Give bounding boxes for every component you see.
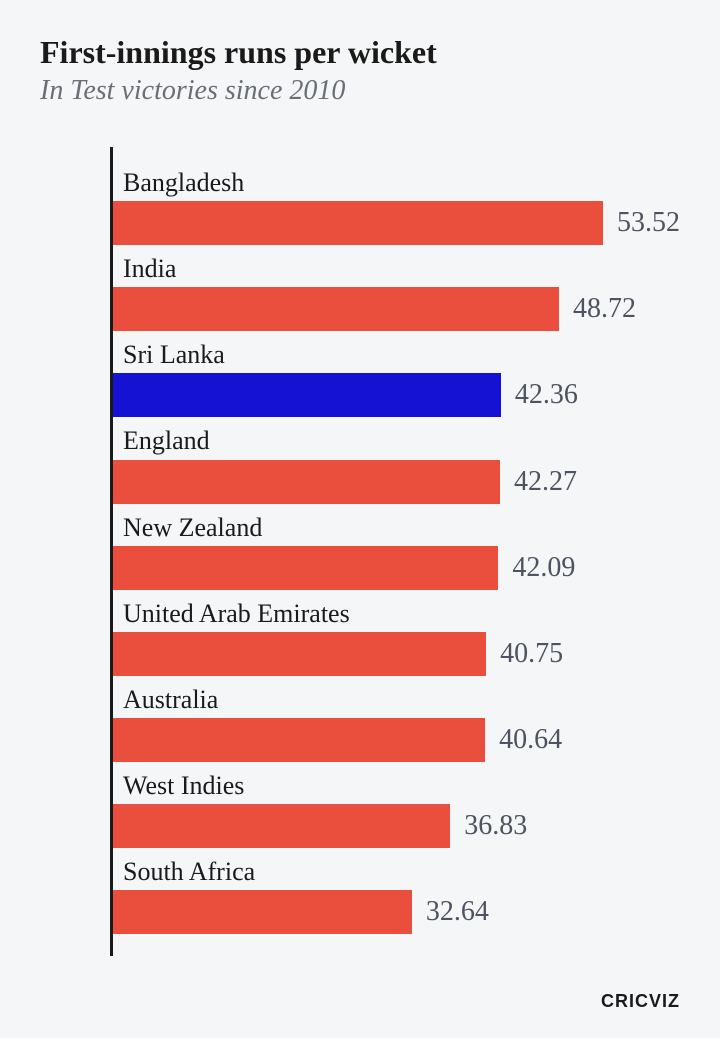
bar bbox=[113, 201, 603, 245]
bar bbox=[113, 546, 498, 590]
bar bbox=[113, 460, 500, 504]
bar-value: 40.64 bbox=[485, 724, 562, 756]
bar-label: New Zealand bbox=[113, 508, 680, 546]
bar bbox=[113, 804, 450, 848]
bar bbox=[113, 718, 485, 762]
bar-value: 40.75 bbox=[486, 638, 563, 670]
chart-title: First-innings runs per wicket bbox=[40, 34, 680, 71]
bar-value: 42.36 bbox=[501, 379, 578, 411]
bar-line: 53.52 bbox=[113, 201, 680, 245]
bar-row: Sri Lanka 42.36 bbox=[113, 335, 680, 417]
source-label: CRICVIZ bbox=[601, 991, 680, 1012]
bar-value: 32.64 bbox=[412, 896, 489, 928]
chart-subtitle: In Test victories since 2010 bbox=[40, 75, 680, 107]
bar-line: 42.36 bbox=[113, 373, 680, 417]
bar-value: 36.83 bbox=[450, 810, 527, 842]
bar-label: England bbox=[113, 421, 680, 459]
bar-row: United Arab Emirates 40.75 bbox=[113, 594, 680, 676]
bar-row: England 42.27 bbox=[113, 421, 680, 503]
bar-value: 42.27 bbox=[500, 466, 577, 498]
bar-row: West Indies 36.83 bbox=[113, 766, 680, 848]
bar-row: New Zealand 42.09 bbox=[113, 508, 680, 590]
bar-value: 48.72 bbox=[559, 293, 636, 325]
bar-row: Bangladesh 53.52 bbox=[113, 163, 680, 245]
bar bbox=[113, 373, 501, 417]
bar-line: 36.83 bbox=[113, 804, 680, 848]
bar-chart: Bangladesh 53.52 India 48.72 Sri Lanka 42.36 E… bbox=[110, 147, 680, 957]
bar-label: Sri Lanka bbox=[113, 335, 680, 373]
bar-line: 40.64 bbox=[113, 718, 680, 762]
bar-row: South Africa 32.64 bbox=[113, 852, 680, 934]
bar-line: 42.09 bbox=[113, 546, 680, 590]
bar-label: Australia bbox=[113, 680, 680, 718]
bar-label: India bbox=[113, 249, 680, 287]
bar bbox=[113, 632, 486, 676]
bar-label: United Arab Emirates bbox=[113, 594, 680, 632]
bar-label: South Africa bbox=[113, 852, 680, 890]
bar-label: West Indies bbox=[113, 766, 680, 804]
bar bbox=[113, 287, 559, 331]
bar-line: 32.64 bbox=[113, 890, 680, 934]
bar-line: 40.75 bbox=[113, 632, 680, 676]
bar-value: 53.52 bbox=[603, 207, 680, 239]
bar-value: 42.09 bbox=[498, 552, 575, 584]
bar-line: 48.72 bbox=[113, 287, 680, 331]
bar-line: 42.27 bbox=[113, 460, 680, 504]
bar-row: India 48.72 bbox=[113, 249, 680, 331]
bar-row: Australia 40.64 bbox=[113, 680, 680, 762]
bar bbox=[113, 890, 412, 934]
bar-label: Bangladesh bbox=[113, 163, 680, 201]
